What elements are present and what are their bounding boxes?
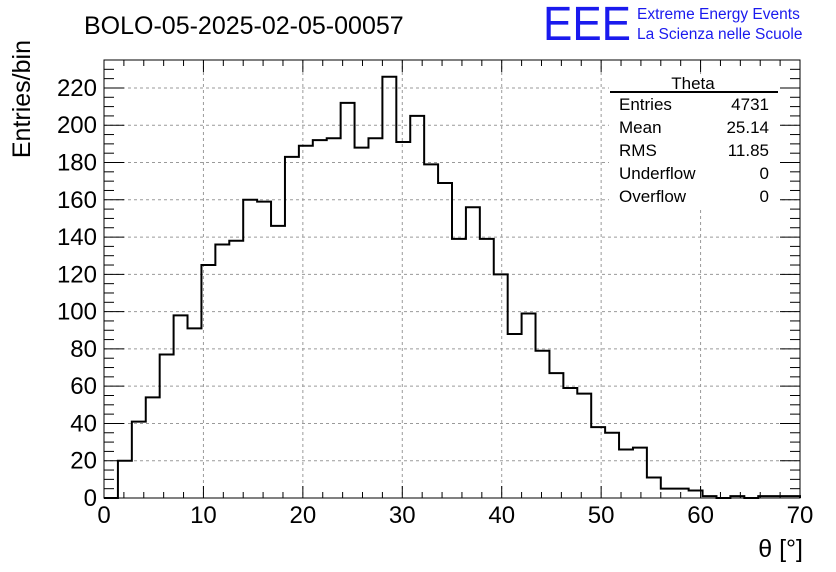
stats-value: 25.14: [726, 118, 769, 137]
stats-value: 0: [760, 187, 769, 206]
stats-label: Underflow: [619, 164, 696, 183]
y-tick-label: 80: [70, 336, 97, 363]
y-tick-label: 60: [70, 373, 97, 400]
y-tick-label: 160: [57, 187, 97, 214]
x-tick-label: 60: [687, 502, 714, 529]
x-tick-label: 40: [488, 502, 515, 529]
x-tick-label: 10: [190, 502, 217, 529]
logo-line1: Extreme Energy Events: [637, 6, 800, 23]
y-tick-label: 0: [84, 485, 97, 512]
logo-letters: EEE: [543, 0, 631, 51]
stats-value: 4731: [731, 95, 769, 114]
grid-lines: [104, 60, 800, 498]
stats-label: Entries: [619, 95, 672, 114]
y-tick-label: 220: [57, 75, 97, 102]
stats-box: Theta Entries 4731 Mean 25.14 RMS 11.85 Underf…: [609, 74, 779, 208]
x-tick-label: 50: [588, 502, 615, 529]
stats-label: RMS: [619, 141, 657, 160]
axis-ticks: [103, 59, 801, 499]
y-tick-labels: 0 20 40 60 80 100 120 140 160 180 200 220: [57, 75, 97, 512]
stats-value: 11.85: [728, 141, 769, 160]
x-tick-label: 30: [389, 502, 416, 529]
histogram-line: [104, 75, 801, 499]
stats-box-bg: [609, 74, 779, 208]
chart-title: BOLO-05-2025-02-05-00057: [84, 12, 404, 40]
logo-line2: La Scienza nelle Scuole: [637, 26, 802, 43]
y-tick-label: 120: [57, 261, 97, 288]
y-axis-label: Entries/bin: [8, 40, 36, 158]
stats-title: Theta: [671, 74, 715, 93]
eee-logo: EEE Extreme Energy Events La Scienza nel…: [543, 0, 802, 51]
plot-frame: [103, 59, 801, 499]
x-tick-labels: 0 10 20 30 40 50 60 70: [97, 502, 813, 529]
x-axis-label: θ [°]: [758, 535, 803, 563]
y-tick-label: 40: [70, 410, 97, 437]
y-tick-label: 200: [57, 112, 97, 139]
y-tick-label: 180: [57, 150, 97, 177]
x-tick-label: 20: [290, 502, 317, 529]
x-tick-label: 70: [787, 502, 814, 529]
y-tick-label: 140: [57, 224, 97, 251]
stats-label: Overflow: [619, 187, 687, 206]
y-tick-label: 100: [57, 299, 97, 326]
stats-label: Mean: [619, 118, 662, 137]
stats-value: 0: [760, 164, 769, 183]
x-tick-label: 0: [97, 502, 110, 529]
y-tick-label: 20: [70, 448, 97, 475]
